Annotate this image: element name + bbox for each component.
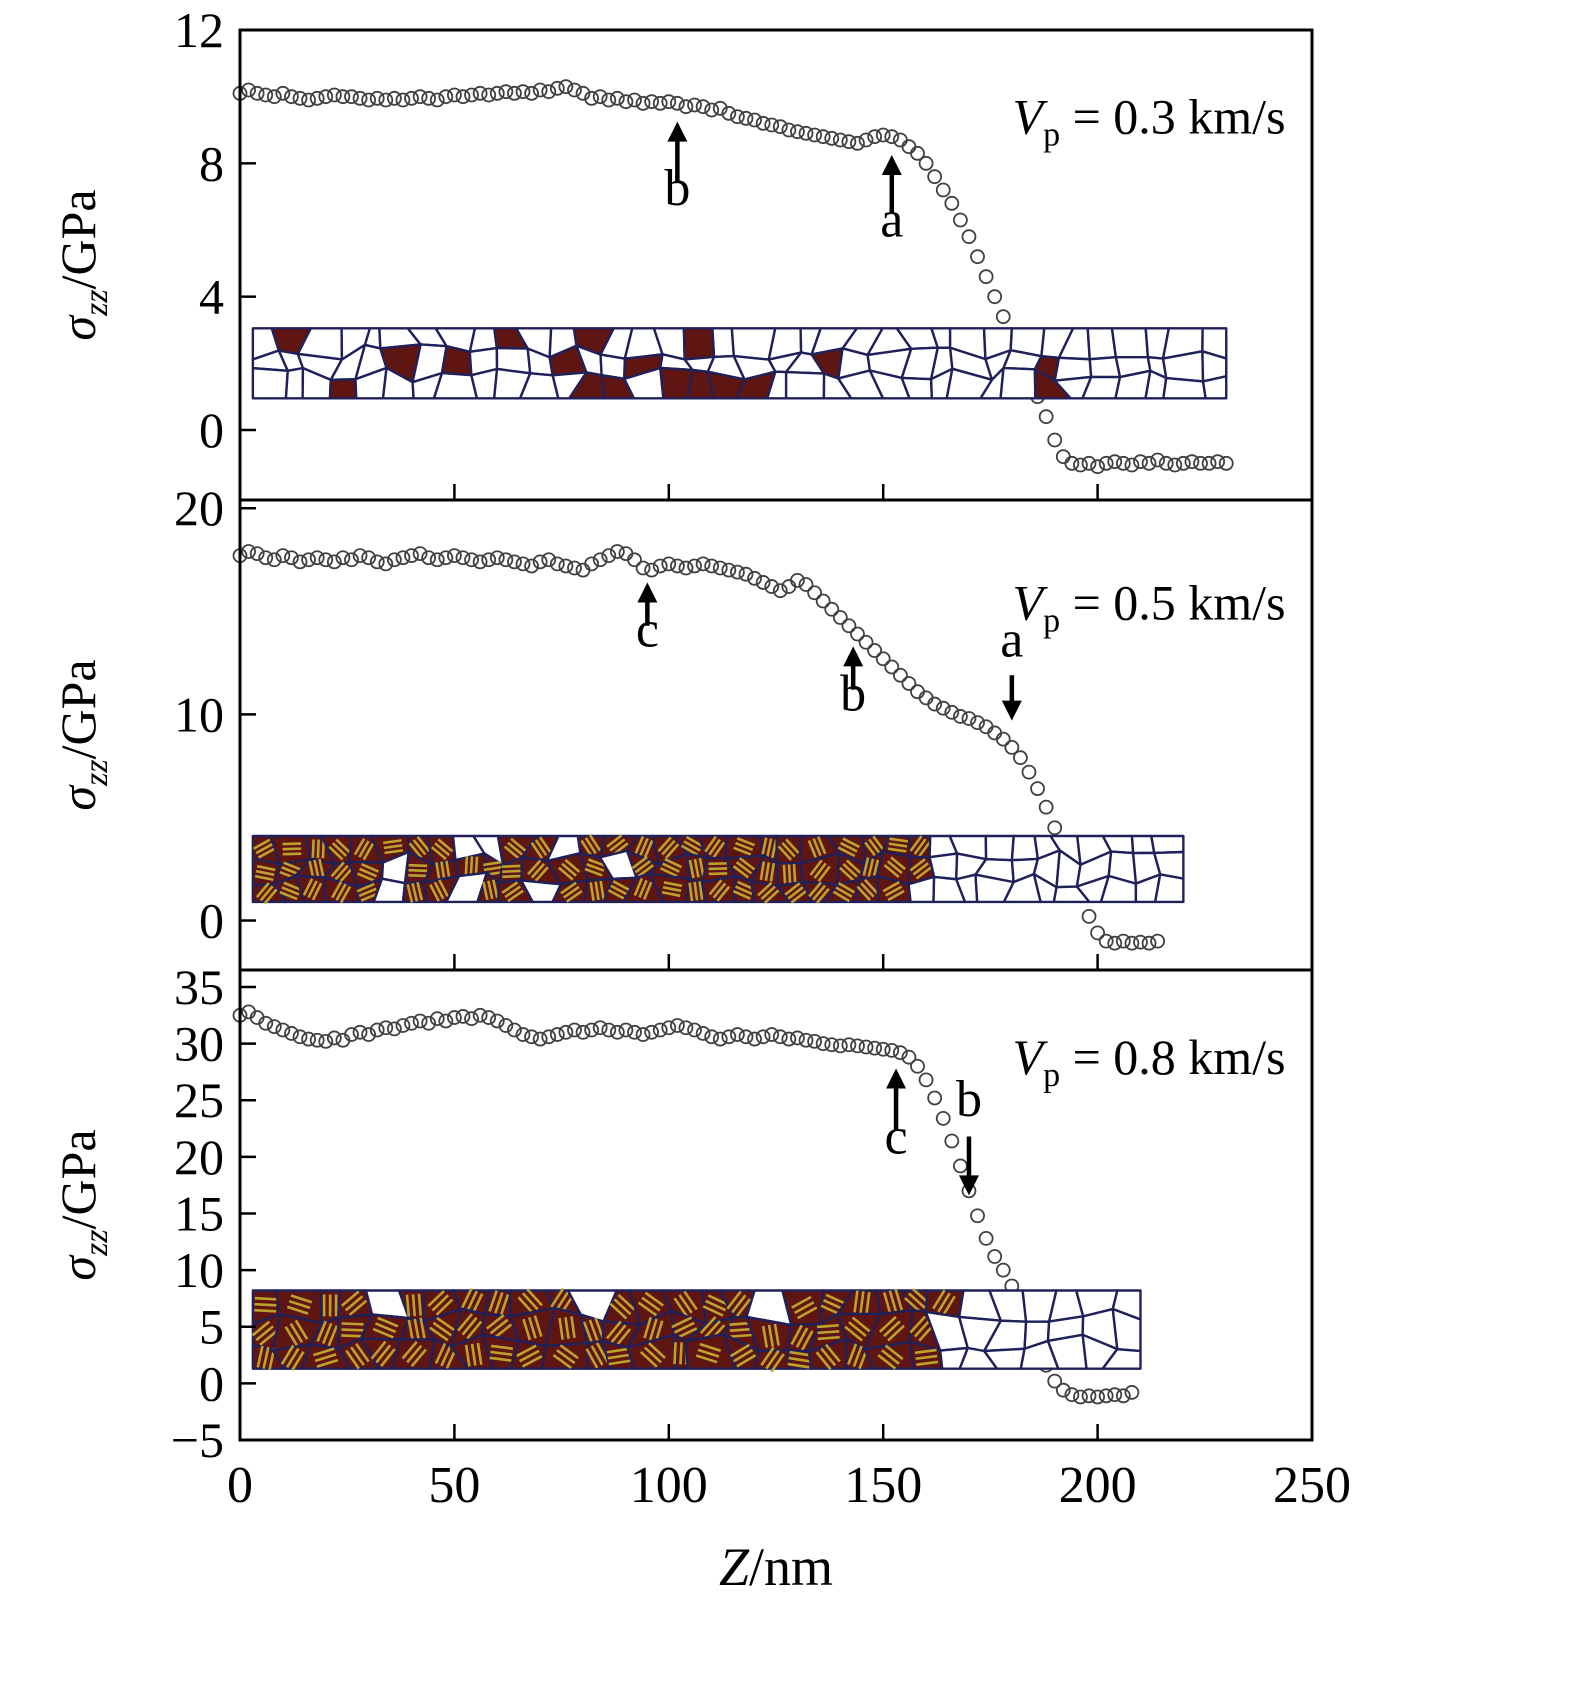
annotation-label: b [840,665,866,722]
annotation-c: c [885,1068,908,1165]
y-tick-label: 25 [174,1072,224,1128]
annotation-b: b [664,121,690,217]
y-tick-label: 4 [199,269,224,325]
y-tick-label: 15 [174,1185,224,1241]
y-axis-label: σzz/GPa [50,659,115,810]
panel-frame [238,968,1314,1442]
y-tick-label: 30 [174,1016,224,1072]
x-tick-label: 0 [227,1457,253,1514]
annotation-label: c [885,1108,908,1165]
velocity-label: Vp = 0.8 km/s [1013,1029,1286,1094]
annotation-b: b [840,646,866,722]
x-tick-label: 250 [1273,1457,1351,1514]
y-tick-label: 35 [174,959,224,1015]
y-tick-label: 8 [199,135,224,191]
annotation-c: c [636,582,659,658]
x-tick-label: 50 [428,1457,480,1514]
annotation-label: b [664,160,690,217]
panel-0: b a Vp = 0.3 km/s 0 4 8 12 σzz/GPa [50,2,1314,502]
y-tick-label: 20 [174,480,224,536]
velocity-label: Vp = 0.5 km/s [1013,575,1286,640]
annotation-label: b [956,1071,982,1128]
annotation-a: a [1000,612,1023,721]
y-tick-label: 12 [174,2,224,58]
scatter-series-2 [232,1004,1140,1405]
panel-1: c b aVp = 0.5 km/s 0 10 20 σzz/GPa [50,480,1314,972]
y-tick-label: 10 [174,1242,224,1298]
inset-micrograph [251,834,1185,905]
y-tick-label: 10 [174,686,224,742]
inset-micrograph [251,327,1228,400]
x-axis-label: Z/nm [719,1537,833,1597]
annotation-label: a [1000,612,1023,669]
annotation-a: a [880,155,903,249]
y-axis-label: σzz/GPa [50,189,115,340]
y-axis-label: σzz/GPa [50,1129,115,1280]
y-tick-label: 0 [199,893,224,949]
velocity-label: Vp = 0.3 km/s [1013,88,1286,153]
x-axis: 0 50 100 150 200 250 Z/nm [227,1457,1351,1597]
y-tick-label: 0 [199,402,224,458]
x-tick-label: 100 [630,1457,708,1514]
annotation-label: c [636,601,659,658]
inset-micrograph [251,1287,1142,1373]
y-tick-label: 0 [199,1355,224,1411]
annotation-label: a [880,192,903,249]
y-tick-label: 20 [174,1129,224,1185]
x-tick-label: 150 [844,1457,922,1514]
x-tick-label: 200 [1059,1457,1137,1514]
y-tick-label: −5 [171,1412,224,1468]
scatter-series-1 [232,544,1166,951]
annotation-b: b [956,1071,982,1196]
y-tick-label: 5 [199,1299,224,1355]
